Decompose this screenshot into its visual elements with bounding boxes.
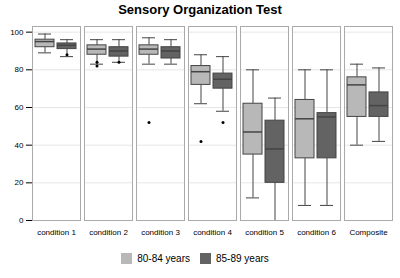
html-text:Sensory Organization Test: Sensory Organization Test bbox=[118, 2, 282, 17]
html-text:85-89 years: 85-89 years bbox=[216, 253, 269, 264]
svg-text:40: 40 bbox=[15, 141, 24, 150]
svg-text:condition 6: condition 6 bbox=[297, 228, 336, 237]
svg-text:condition 2: condition 2 bbox=[89, 228, 128, 237]
svg-text:80: 80 bbox=[15, 65, 24, 74]
svg-text:condition 5: condition 5 bbox=[245, 228, 284, 237]
svg-text:100: 100 bbox=[10, 28, 24, 37]
svg-text:condition 3: condition 3 bbox=[141, 228, 180, 237]
html-text:80-84 years: 80-84 years bbox=[137, 253, 190, 264]
svg-text:condition 4: condition 4 bbox=[193, 228, 232, 237]
svg-text:20: 20 bbox=[15, 178, 24, 187]
svg-text:60: 60 bbox=[15, 103, 24, 112]
svg-text:0: 0 bbox=[19, 216, 24, 225]
svg-text:condition 1: condition 1 bbox=[37, 228, 76, 237]
svg-text:Composite: Composite bbox=[349, 228, 388, 237]
